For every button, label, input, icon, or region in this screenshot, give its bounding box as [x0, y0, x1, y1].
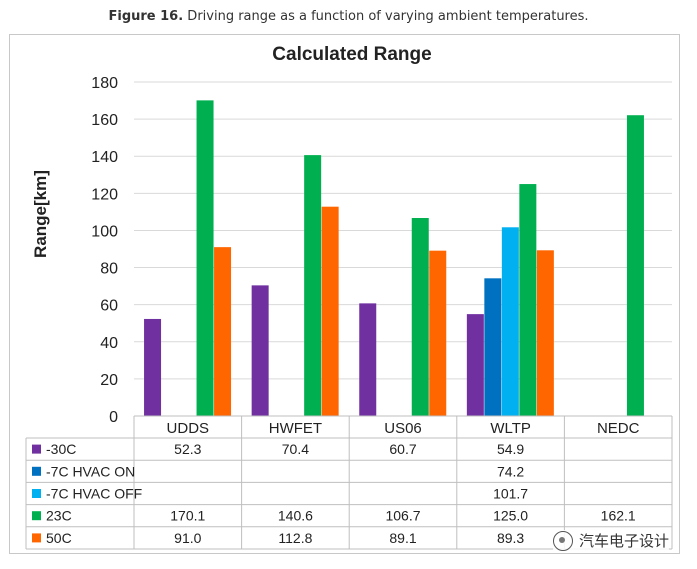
y-tick-label: 20 — [100, 372, 118, 389]
table-cell-value: 52.3 — [174, 441, 201, 457]
y-tick-label: 120 — [91, 186, 118, 203]
x-tick-label: UDDS — [167, 420, 210, 437]
bar-23c-udds — [196, 100, 214, 417]
legend-swatch — [32, 489, 41, 498]
bar-50c-hwfet — [321, 206, 339, 416]
bar-23c-hwfet — [304, 155, 322, 416]
bar-23c-us06 — [411, 218, 429, 416]
bar--30c-wltp — [466, 314, 484, 416]
bar-50c-us06 — [429, 250, 447, 416]
table-cell-value: 170.1 — [170, 508, 205, 524]
table-cell-value: 54.9 — [497, 441, 524, 457]
bar-23c-wltp — [519, 184, 537, 416]
table-cell-value: 112.8 — [278, 530, 312, 546]
chart-frame — [9, 34, 680, 554]
figure-caption-label: Figure 16. — [108, 9, 184, 24]
y-tick-label: 160 — [91, 112, 118, 129]
legend-label: -7C HVAC OFF — [46, 486, 142, 502]
legend-swatch — [32, 444, 41, 454]
table-cell-value: 70.4 — [282, 441, 309, 457]
x-tick-label: WLTP — [490, 420, 531, 437]
x-tick-label: US06 — [384, 420, 422, 437]
bar-50c-wltp — [536, 250, 554, 416]
bar--30c-hwfet — [251, 285, 269, 416]
y-tick-label: 140 — [91, 149, 118, 166]
y-tick-label: 40 — [100, 335, 118, 352]
table-cell-value: 140.6 — [278, 508, 313, 524]
x-tick-label: HWFET — [269, 420, 322, 437]
table-cell-value: 101.7 — [493, 486, 528, 502]
y-tick-label: 60 — [100, 298, 118, 315]
figure-caption-text: Driving range as a function of varying a… — [183, 9, 589, 24]
legend-swatch — [32, 466, 41, 476]
legend-swatch — [32, 533, 41, 543]
wechat-icon — [552, 530, 573, 551]
legend-swatch — [32, 511, 41, 521]
y-tick-label: 80 — [100, 261, 118, 278]
table-cell-value: 60.7 — [389, 441, 416, 457]
bar-50c-udds — [214, 247, 232, 416]
table-cell-value: 106.7 — [385, 508, 420, 524]
table-cell-value: 125.0 — [493, 508, 528, 524]
y-axis-label: Range[km] — [31, 170, 50, 258]
table-cell-value: 74.2 — [497, 463, 524, 479]
legend-label: 23C — [46, 508, 72, 524]
table-cell-value: 162.1 — [601, 508, 636, 524]
table-cell-value: 91.0 — [174, 530, 201, 546]
watermark: 汽车电子设计 — [552, 530, 669, 551]
x-tick-label: NEDC — [597, 420, 640, 437]
figure-caption: Figure 16. Driving range as a function o… — [0, 9, 697, 24]
y-tick-label: 100 — [91, 223, 118, 240]
chart-title: Calculated Range — [272, 44, 431, 65]
table-cell-value: 89.3 — [497, 530, 524, 546]
bar--30c-us06 — [359, 303, 377, 416]
legend-label: -7C HVAC ON — [46, 463, 135, 479]
watermark-text: 汽车电子设计 — [578, 532, 669, 550]
y-tick-label: 0 — [109, 409, 118, 426]
bar--7c-hvac-on-wltp — [484, 278, 502, 416]
table-cell-value: 89.1 — [389, 530, 416, 546]
bar--30c-udds — [144, 318, 162, 416]
bar--7c-hvac-off-wltp — [501, 227, 519, 416]
legend-label: 50C — [46, 530, 72, 546]
legend-label: -30C — [46, 441, 76, 457]
y-tick-label: 180 — [91, 75, 118, 92]
bar-23c-nedc — [626, 115, 644, 416]
